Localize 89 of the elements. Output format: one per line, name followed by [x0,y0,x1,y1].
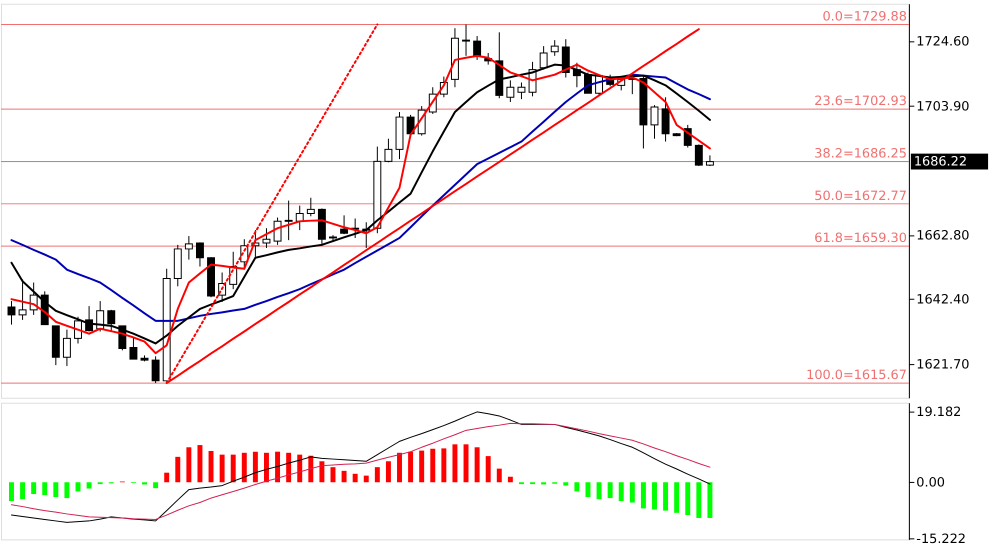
candlestick [384,138,392,163]
bar [230,454,236,482]
bar [663,482,668,511]
y-tick-label: 1724.60 [916,34,970,50]
ref-line-label: 50.0=1672.77 [814,188,907,204]
bar [9,482,14,502]
bar [64,482,70,498]
bar [264,452,269,482]
bar [76,482,80,492]
y-tick-label: 19.182 [916,405,962,420]
candlestick [462,24,470,56]
bar [31,482,36,494]
y-tick-label: 1642.40 [916,292,970,308]
bar [563,482,568,486]
bar [186,447,192,482]
bar [596,482,602,500]
bar [419,450,424,482]
candlestick [262,228,270,248]
ref-line-label: 100.0=1615.67 [806,368,907,384]
bar [652,482,657,510]
bar [486,456,491,482]
bar [618,482,624,502]
candlestick [274,217,282,246]
candlestick [694,144,703,167]
bar [608,482,613,498]
y-tick-label: 1662.80 [916,228,970,244]
bar [319,461,324,482]
candlestick [706,154,714,167]
bar [352,474,358,482]
candlestick [152,356,160,384]
candlestick [340,214,348,235]
bar [86,482,92,489]
ref-line-label: 61.8=1659.30 [814,231,907,246]
y-tick-label: 0.00 [916,476,945,491]
candlestick [284,200,293,241]
bar [408,452,414,482]
bar [508,476,513,482]
bar [374,467,380,482]
candlestick [473,36,482,60]
bar [53,482,58,497]
ref-line-label: 38.2=1686.25 [814,146,907,162]
bar [696,482,702,518]
bar [330,467,336,482]
bar [464,444,468,482]
bar [397,452,402,482]
bar [252,452,258,482]
candlestick [506,80,514,102]
bar [286,452,292,482]
candlestick [517,82,526,100]
y-tick-label: -15.222 [916,532,966,547]
candlestick [184,236,193,260]
bar [197,445,202,482]
candlestick [107,309,116,332]
bar [441,448,446,482]
candlestick [62,329,71,367]
bar [674,482,680,513]
bar [707,482,712,518]
bar [220,454,225,482]
bar [164,472,170,482]
bar [386,461,391,482]
bar [275,452,280,482]
bar [308,456,314,482]
bar [574,482,580,492]
bar [20,482,26,500]
bar [364,476,369,482]
text: 1686.22 [914,154,968,170]
bar [630,482,635,503]
candlestick [650,104,658,140]
candlestick [196,242,204,268]
bar [153,482,158,488]
candlestick [550,40,559,56]
bar [342,470,347,482]
bar [242,452,247,482]
bar [175,456,180,482]
y-tick-label: 1621.70 [916,358,970,373]
bar [208,450,214,482]
bar [430,448,436,482]
ref-line-label: 23.6=1702.93 [814,94,907,110]
bar [496,468,502,482]
bar [640,482,646,508]
candlestick [306,197,315,217]
bar [586,482,590,497]
candlestick [8,300,16,326]
bar [474,447,480,482]
bar [452,444,458,482]
bar [685,482,690,516]
y-tick-label: 1703.90 [916,100,970,115]
ref-line-label: 0.0=1729.88 [822,10,907,25]
candlestick [129,336,138,360]
